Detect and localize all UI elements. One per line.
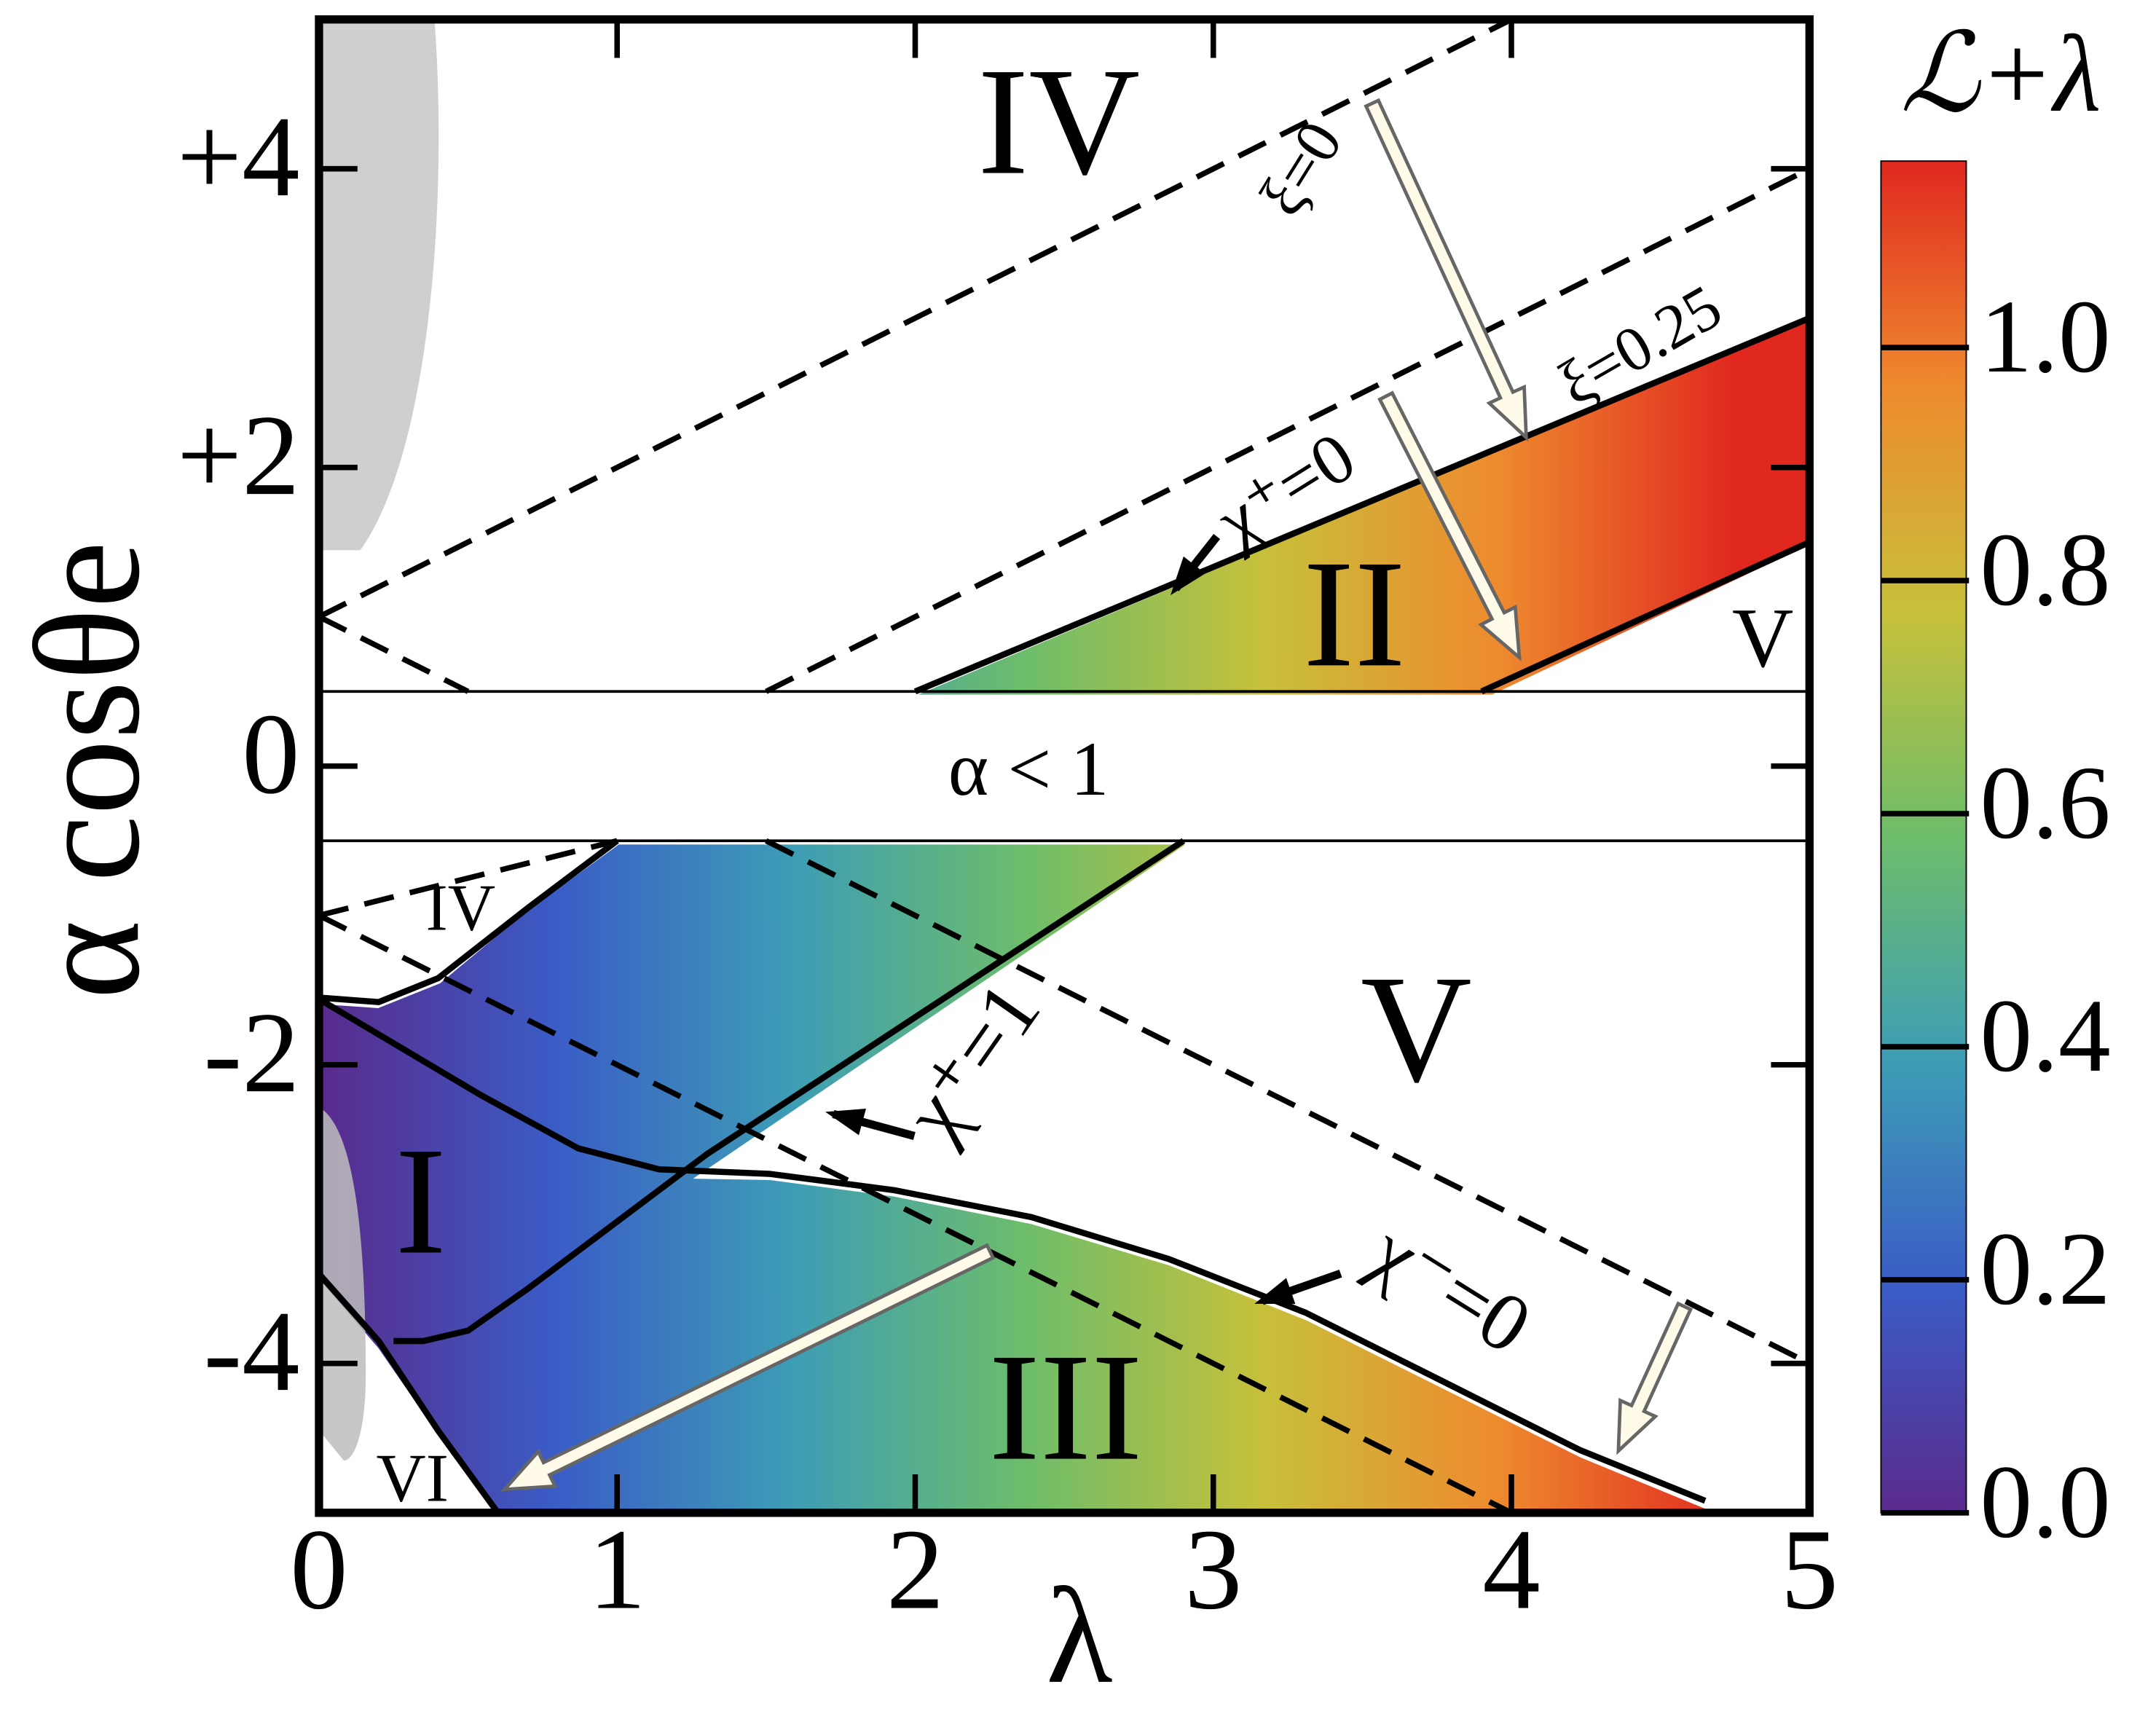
gray-region (318, 19, 439, 551)
curve (318, 1271, 500, 1513)
colorbar-tick-label: 0.8 (1980, 512, 2110, 628)
curve (1480, 539, 1810, 695)
annotation: α < 1 (948, 726, 1109, 811)
curve (393, 838, 1186, 1345)
curve (913, 315, 1810, 695)
curve (318, 913, 1513, 1513)
annotation: I (395, 1115, 446, 1286)
y-tick-label: +4 (177, 93, 300, 221)
arrow (1616, 1301, 1693, 1455)
colorbar-tick-label: 0.6 (1980, 745, 2110, 861)
arrow-head (1254, 1278, 1296, 1305)
arrow (1377, 390, 1522, 662)
y-tick-label: +2 (177, 392, 300, 519)
curve (318, 996, 1707, 1504)
annotation: V (1361, 943, 1472, 1114)
region-fill (318, 844, 1705, 1513)
colorbar-title: ℒ+λ (1900, 12, 2101, 135)
arrow (500, 1243, 996, 1492)
curve (765, 838, 1810, 1367)
gray-region (318, 1106, 366, 1461)
arrow (1364, 98, 1528, 442)
colorbar (1880, 160, 1967, 1514)
colorbar-tick-label: 1.0 (1980, 279, 2110, 395)
arrows (500, 98, 1693, 1492)
x-tick-label: 0 (290, 1506, 347, 1634)
y-tick-label: -2 (203, 989, 299, 1117)
curves (318, 19, 1810, 1513)
colorbar-tick-label: 0.2 (1980, 1211, 2110, 1327)
curve (318, 614, 470, 694)
arrow-head (825, 1108, 867, 1136)
annotation: IV (977, 36, 1140, 207)
curve (765, 166, 1810, 694)
curve (318, 838, 619, 1005)
y-tick-label: 0 (242, 691, 299, 818)
annotation: VI (377, 1441, 449, 1517)
curve (318, 19, 1513, 620)
colorbar-tick-label: 0.4 (1980, 978, 2110, 1094)
annotation: ξ=0 (1246, 109, 1356, 227)
curve (318, 838, 618, 919)
arrow-head (1171, 556, 1205, 596)
annotation: II (1303, 528, 1406, 699)
y-tick-label: -4 (203, 1288, 299, 1415)
x-axis-label: λ (1046, 1560, 1113, 1712)
annotation: IV (426, 870, 496, 944)
y-axis-label: α cosθe (3, 541, 170, 999)
annotation: III (988, 1322, 1142, 1493)
x-tick-label: 3 (1184, 1506, 1242, 1634)
annotation: V (1732, 591, 1794, 685)
x-tick-label: 4 (1482, 1506, 1540, 1634)
x-tick-label: 5 (1781, 1506, 1838, 1634)
colorbar-tick-label: 0.0 (1980, 1444, 2110, 1560)
x-tick-label: 2 (886, 1506, 944, 1634)
annotation: χ⁻=0 (1355, 1205, 1546, 1372)
x-tick-label: 1 (589, 1506, 646, 1634)
